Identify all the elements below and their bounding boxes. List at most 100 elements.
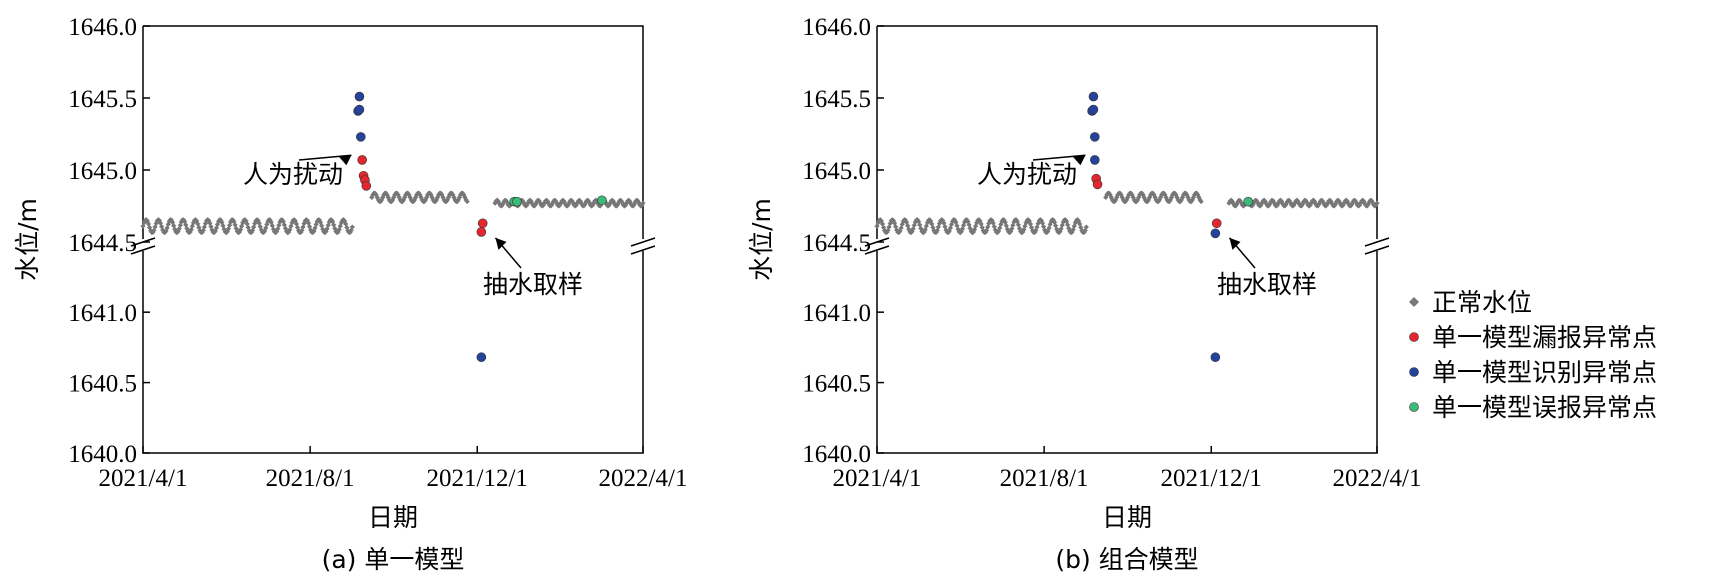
normal-point <box>343 221 349 227</box>
normal-point <box>323 228 329 235</box>
normal-point <box>533 201 539 207</box>
normal-point <box>549 201 555 207</box>
normal-point <box>962 219 968 225</box>
normal-point <box>878 218 884 224</box>
normal-point <box>1237 198 1243 204</box>
y-tick-label: 1640.5 <box>68 371 137 398</box>
normal-point <box>910 226 916 232</box>
normal-point <box>499 203 505 209</box>
normal-point <box>416 190 422 196</box>
normal-point <box>1038 217 1044 224</box>
normal-point <box>411 197 418 203</box>
normal-point <box>582 201 588 207</box>
normal-point <box>433 197 440 203</box>
normal-point <box>615 201 621 207</box>
normal-point <box>1184 192 1190 198</box>
normal-point <box>275 226 281 232</box>
series-false-alarm <box>509 195 607 207</box>
normal-point <box>640 200 646 206</box>
false-alarm-point <box>1243 196 1254 207</box>
y-tick-label: 1645.0 <box>68 158 137 185</box>
detected-point <box>1088 104 1099 115</box>
axis-break-mark <box>1364 237 1390 247</box>
detected-point <box>1088 91 1099 102</box>
normal-point <box>565 201 572 207</box>
normal-point <box>548 203 554 209</box>
normal-point <box>277 219 283 225</box>
missed-point <box>1092 179 1103 190</box>
normal-point <box>1188 198 1194 205</box>
normal-point <box>399 198 406 205</box>
normal-point <box>262 228 268 234</box>
normal-point <box>418 194 424 200</box>
normal-point <box>616 199 622 205</box>
x-tick-label: 2022/4/1 <box>1333 465 1422 492</box>
normal-point <box>414 192 420 198</box>
normal-point <box>1197 197 1203 203</box>
normal-point <box>880 224 887 231</box>
normal-point <box>1150 190 1156 196</box>
annotation-label: 抽水取样 <box>1217 270 1317 299</box>
normal-point <box>566 199 573 205</box>
normal-point <box>1308 200 1314 206</box>
normal-point <box>531 203 538 209</box>
y-tick-label: 1645.5 <box>68 86 137 113</box>
normal-point <box>1137 192 1143 198</box>
missed-point <box>477 218 488 229</box>
normal-point <box>1053 223 1059 229</box>
normal-point <box>370 192 376 198</box>
x-tick-label: 2021/4/1 <box>833 465 922 492</box>
normal-point <box>973 223 979 229</box>
normal-point <box>1270 198 1276 204</box>
normal-point <box>627 198 633 205</box>
normal-point <box>879 221 886 227</box>
series-detected <box>1087 91 1221 363</box>
series-detected <box>353 91 487 363</box>
normal-point <box>294 224 301 231</box>
normal-point <box>380 194 386 200</box>
x-tick-label: 2021/8/1 <box>1000 465 1089 492</box>
normal-point <box>450 192 456 198</box>
normal-point <box>911 222 917 228</box>
normal-point <box>1030 228 1036 234</box>
normal-point <box>929 221 935 227</box>
normal-point <box>595 201 601 207</box>
x-tick-label: 2021/12/1 <box>427 465 528 492</box>
normal-point <box>1280 201 1286 207</box>
detected-point <box>1210 228 1221 239</box>
normal-point <box>338 220 344 226</box>
normal-point <box>462 194 468 200</box>
normal-point <box>579 201 585 207</box>
normal-point <box>1337 199 1343 206</box>
normal-point <box>264 221 270 227</box>
normal-point <box>1341 200 1347 206</box>
normal-point <box>432 198 438 205</box>
normal-point <box>1151 192 1157 198</box>
normal-point <box>293 221 300 227</box>
normal-point <box>1350 199 1356 205</box>
panel-b: 1644.5 1645.0 1645.5 1646.0 1640.0 1640.5 1641… <box>747 14 1421 574</box>
normal-point <box>1233 203 1239 209</box>
normal-point <box>324 226 330 232</box>
normal-point <box>611 201 618 207</box>
normal-point <box>564 203 570 209</box>
missed-point <box>357 155 367 165</box>
normal-point <box>383 190 389 196</box>
normal-point <box>260 229 267 236</box>
normal-point <box>897 228 903 234</box>
normal-point <box>279 217 285 223</box>
false-alarm-point <box>597 195 607 206</box>
normal-point <box>320 226 326 232</box>
x-tick-label: 2021/12/1 <box>1161 465 1262 492</box>
annotation-label: 人为扰动 <box>977 160 1077 189</box>
normal-point <box>369 194 375 200</box>
normal-point <box>410 198 417 205</box>
normal-point <box>896 229 902 236</box>
normal-point <box>958 228 964 235</box>
normal-point <box>1275 200 1281 206</box>
y-tick-label: 1645.0 <box>802 158 871 185</box>
normal-point <box>1251 199 1257 205</box>
normal-point <box>1071 223 1077 229</box>
normal-point <box>1145 197 1152 203</box>
series-false-alarm <box>1243 196 1254 207</box>
